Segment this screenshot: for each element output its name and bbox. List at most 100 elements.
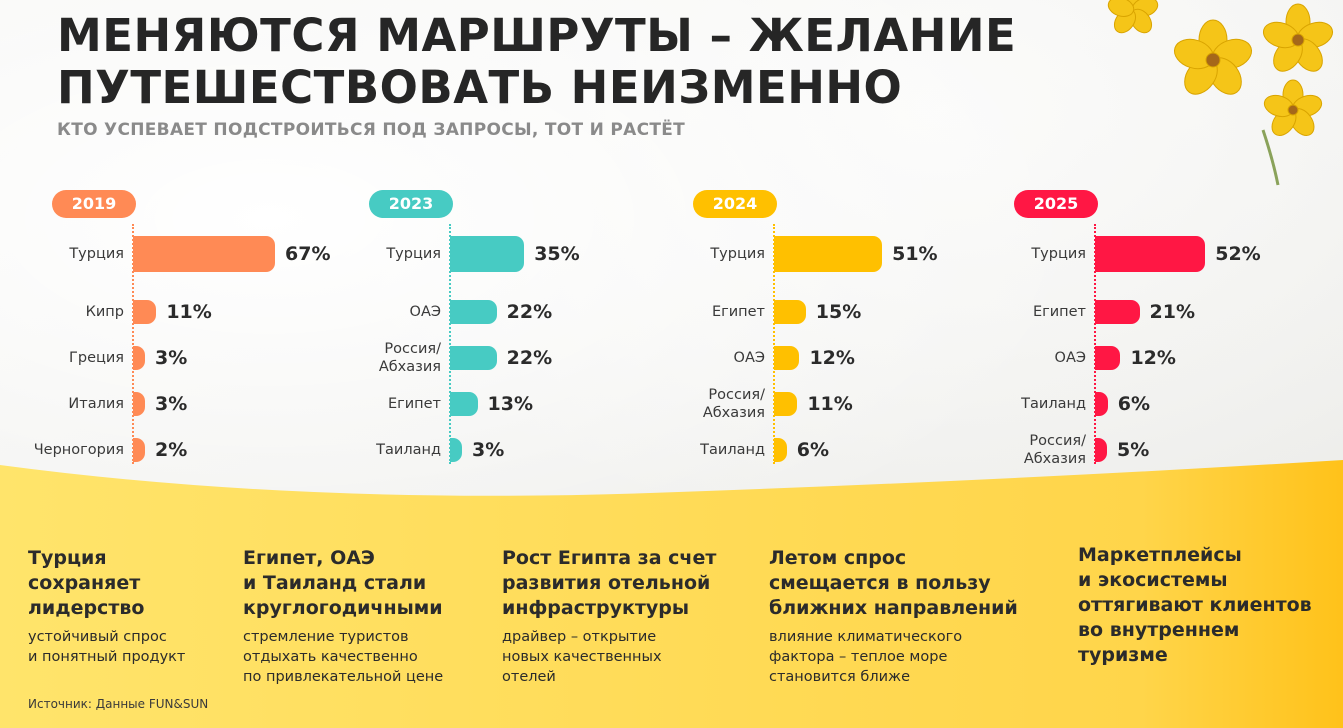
bar xyxy=(133,392,145,416)
bar-row: Турция 67% xyxy=(52,236,352,272)
bar-value-label: 6% xyxy=(1117,393,1150,415)
chart-panel-2024: 2024 Турция 51% Египет 15% ОАЭ 12% Россия/ Абха… xyxy=(693,190,993,470)
bar xyxy=(774,346,800,370)
bar xyxy=(1095,392,1108,416)
bar-value-label: 67% xyxy=(285,243,331,265)
page-title: МЕНЯЮТСЯ МАРШРУТЫ – ЖЕЛАНИЕ ПУТЕШЕСТВОВА… xyxy=(57,10,1037,114)
bar xyxy=(450,438,462,462)
bar-category-label: Турция xyxy=(710,246,765,262)
chart-panel-2023: 2023 Турция 35% ОАЭ 22% Россия/ Абхазия 22% Еги… xyxy=(369,190,669,470)
bar-value-label: 3% xyxy=(472,439,505,461)
yellow-band-background xyxy=(0,460,1343,728)
bar-value-label: 15% xyxy=(815,301,862,323)
bar xyxy=(133,236,276,272)
bar-category-label: Турция xyxy=(1031,246,1086,262)
bar xyxy=(133,346,145,370)
bar-category-label: Египет xyxy=(387,396,441,412)
bar-row: Кипр 11% xyxy=(52,294,352,330)
bar-value-label: 52% xyxy=(1215,243,1261,265)
page-subtitle: КТО УСПЕВАЕТ ПОДСТРОИТЬСЯ ПОД ЗАПРОСЫ, Т… xyxy=(57,120,686,140)
bar-category-label: ОАЭ xyxy=(409,304,441,320)
bar-value-label: 12% xyxy=(809,347,855,369)
note-text: стремление туристов отдыхать качественно… xyxy=(243,629,444,685)
source-note: Источник: Данные FUN&SUN xyxy=(28,697,209,711)
bar-value-label: 3% xyxy=(155,347,188,369)
bar-value-label: 22% xyxy=(506,347,553,369)
bar-row: Россия/ Абхазия 5% xyxy=(1014,432,1314,468)
bar-category-label: ОАЭ xyxy=(1054,350,1086,366)
bar xyxy=(450,392,478,416)
bar-category-label: Россия/ Абхазия xyxy=(702,387,765,421)
takeaway-note: Турция сохраняет лидерство устойчивый спр… xyxy=(28,546,185,667)
bar-row: Турция 35% xyxy=(369,236,669,272)
bar-category-label: Таиланд xyxy=(700,442,765,458)
note-heading: Рост Египта за счет развития отельной ин… xyxy=(502,547,717,619)
bar-category-label: Италия xyxy=(68,396,124,412)
takeaway-note: Египет, ОАЭ и Таиланд стали круглогодичн… xyxy=(243,546,443,687)
chart-axis-line xyxy=(449,224,451,464)
bar-category-label: Греция xyxy=(69,350,124,366)
bar-value-label: 6% xyxy=(796,439,829,461)
bar-category-label: Кипр xyxy=(85,304,124,320)
bar-value-label: 35% xyxy=(534,243,580,265)
bar-value-label: 11% xyxy=(166,301,212,323)
bar xyxy=(450,236,525,272)
bar-row: ОАЭ 12% xyxy=(693,340,993,376)
bar-category-label: Россия/ Абхазия xyxy=(1023,433,1086,467)
bar-category-label: Таиланд xyxy=(376,442,441,458)
bar-category-label: Россия/ Абхазия xyxy=(378,341,441,375)
bar-value-label: 11% xyxy=(807,393,853,415)
note-heading: Маркетплейсы и экосистемы оттягивают кли… xyxy=(1078,544,1312,666)
bar-value-label: 12% xyxy=(1130,347,1176,369)
bar-value-label: 3% xyxy=(155,393,188,415)
bar-category-label: Турция xyxy=(386,246,441,262)
takeaway-note: Маркетплейсы и экосистемы оттягивают кли… xyxy=(1078,543,1312,668)
flowers-illustration xyxy=(1107,0,1334,186)
bar-value-label: 22% xyxy=(506,301,553,323)
bar-row: Россия/ Абхазия 22% xyxy=(369,340,669,376)
note-text: устойчивый спрос и понятный продукт xyxy=(28,629,186,665)
bar-category-label: Таиланд xyxy=(1021,396,1086,412)
bar-row: ОАЭ 12% xyxy=(1014,340,1314,376)
bar-row: Греция 3% xyxy=(52,340,352,376)
bar-row: Турция 52% xyxy=(1014,236,1314,272)
bar xyxy=(133,300,157,324)
bar xyxy=(1095,346,1121,370)
bar xyxy=(1095,300,1140,324)
takeaway-note: Рост Египта за счет развития отельной ин… xyxy=(502,546,716,687)
chart-panel-2019: 2019 Турция 67% Кипр 11% Греция 3% Италия 3% Черн… xyxy=(34,190,352,470)
bar-row: Таиланд 3% xyxy=(369,432,669,468)
bar-value-label: 2% xyxy=(155,439,188,461)
bar xyxy=(774,300,806,324)
chart-panel-2025: 2025 Турция 52% Египет 21% ОАЭ 12% Таиланд 6% Рос… xyxy=(1014,190,1314,470)
bar-category-label: Черногория xyxy=(33,442,124,458)
bar xyxy=(1095,236,1206,272)
bar-row: Италия 3% xyxy=(52,386,352,422)
bar-category-label: Египет xyxy=(1032,304,1086,320)
year-badge: 2025 xyxy=(1014,190,1098,218)
bar-row: Египет 15% xyxy=(693,294,993,330)
bar xyxy=(774,392,798,416)
bar-value-label: 21% xyxy=(1149,301,1195,323)
note-heading: Летом спрос смещается в пользу ближних н… xyxy=(769,547,1018,619)
bar-category-label: Египет xyxy=(711,304,765,320)
chart-axis-line xyxy=(132,224,134,464)
bar-value-label: 13% xyxy=(487,393,534,415)
note-text: влияние климатического фактора – теплое … xyxy=(769,629,963,685)
year-badge: 2023 xyxy=(369,190,453,218)
bar-row: Турция 51% xyxy=(693,236,993,272)
bar xyxy=(1095,438,1107,462)
bar-row: Россия/ Абхазия 11% xyxy=(693,386,993,422)
bar xyxy=(774,438,787,462)
bar-category-label: ОАЭ xyxy=(733,350,765,366)
title-line-1: МЕНЯЮТСЯ МАРШРУТЫ – ЖЕЛАНИЕ xyxy=(57,9,1017,62)
chart-axis-line xyxy=(773,224,775,464)
year-badge: 2024 xyxy=(693,190,777,218)
year-badge: 2019 xyxy=(52,190,136,218)
bar-category-label: Турция xyxy=(69,246,124,262)
bar xyxy=(133,438,145,462)
bar-row: Таиланд 6% xyxy=(1014,386,1314,422)
bar xyxy=(450,300,497,324)
bar-value-label: 5% xyxy=(1117,439,1150,461)
bar-row: Египет 13% xyxy=(369,386,669,422)
